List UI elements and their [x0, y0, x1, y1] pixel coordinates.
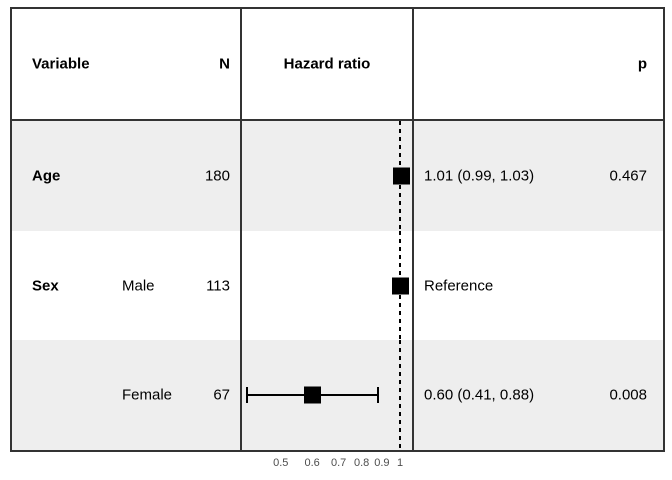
variable-name: Age: [32, 167, 61, 185]
plot-cell-sex-male: [242, 230, 414, 341]
row-sex-male-right-cell: Reference: [414, 231, 663, 341]
level-name: Male: [122, 277, 155, 294]
axis-tick-label: 0.8: [353, 457, 370, 469]
ci-cap: [377, 387, 379, 404]
header-left-cell: Variable N: [12, 9, 242, 119]
estimate-text: 0.60 (0.41, 0.88): [424, 386, 535, 404]
p-value: 0.467: [609, 167, 647, 185]
plot-cell-age: [242, 121, 414, 231]
hr-point-marker: [393, 167, 411, 185]
variable-name: Sex: [32, 277, 59, 294]
axis-tick-label: 0.7: [330, 457, 347, 469]
estimate-text: 1.01 (0.99, 1.03): [424, 167, 535, 185]
axis-tick-label: 0.5: [273, 457, 289, 469]
n-value: 180: [204, 167, 230, 185]
axis-tick-label: 0.6: [304, 457, 320, 469]
level-name: Female: [122, 386, 173, 404]
header-hazard-ratio-label: Hazard ratio: [283, 55, 371, 73]
plot-cell-sex-female: [242, 340, 414, 451]
p-value: 0.008: [609, 386, 647, 404]
forest-table: Variable N Hazard ratio p Age 180 1.01 (…: [10, 7, 665, 452]
axis-tick-label: 0.9: [374, 457, 390, 469]
row-sex-female-left-cell: Female 67: [12, 340, 242, 451]
row-age: Age 180 1.01 (0.99, 1.03) 0.467: [12, 121, 663, 231]
x-axis: 0.5 0.6 0.7 0.8 0.9 1: [242, 455, 412, 471]
estimate-text: Reference: [424, 277, 494, 294]
header-n-label: N: [219, 55, 230, 73]
n-value: 113: [206, 277, 230, 294]
row-sex-male-left-cell: Sex Male 113: [12, 230, 242, 341]
row-sex-female: Female 67 0.60 (0.41, 0.88) 0.008: [12, 340, 663, 451]
n-value: 67: [213, 386, 230, 404]
hr-point-marker: [391, 277, 409, 294]
ci-cap: [245, 387, 248, 404]
row-sex-female-right-cell: 0.60 (0.41, 0.88) 0.008: [414, 340, 663, 450]
header-variable-label: Variable: [32, 55, 90, 73]
row-age-right-cell: 1.01 (0.99, 1.03) 0.467: [414, 121, 663, 231]
row-age-left-cell: Age 180: [12, 121, 242, 231]
axis-tick-label: 1: [396, 457, 404, 469]
header-right-cell: p: [414, 9, 663, 119]
reference-line: [399, 340, 401, 451]
hr-point-marker: [303, 386, 321, 404]
row-sex-male: Sex Male 113 Reference: [12, 230, 663, 341]
header-p-label: p: [637, 55, 647, 73]
header-plot-cell: Hazard ratio: [242, 9, 414, 119]
header-row: Variable N Hazard ratio p: [12, 9, 663, 121]
